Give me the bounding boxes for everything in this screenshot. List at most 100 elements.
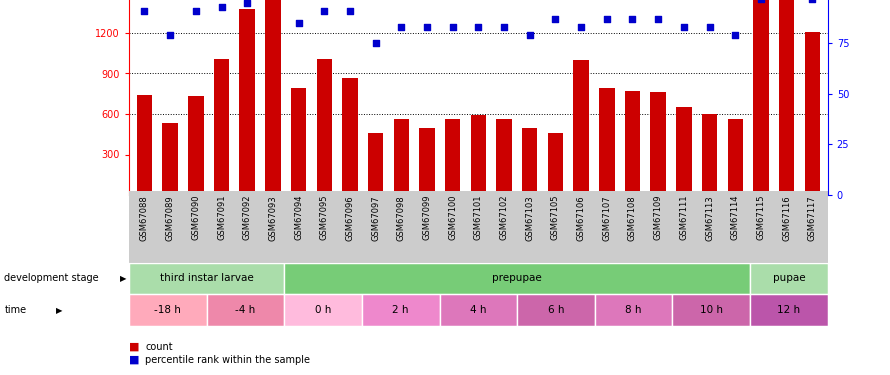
Text: GSM67107: GSM67107 — [603, 195, 611, 241]
Bar — [317, 58, 332, 195]
Bar — [206, 294, 284, 326]
Point — [651, 16, 666, 22]
Text: GSM67103: GSM67103 — [525, 195, 534, 241]
Bar — [750, 262, 828, 294]
Text: GSM67095: GSM67095 — [320, 195, 328, 240]
Bar — [673, 294, 750, 326]
Bar — [497, 119, 512, 195]
Bar — [291, 88, 306, 195]
Text: GSM67099: GSM67099 — [423, 195, 432, 240]
Point — [291, 20, 305, 26]
Point — [728, 32, 742, 38]
Point — [574, 24, 588, 30]
Text: GSM67111: GSM67111 — [679, 195, 688, 240]
Bar — [129, 294, 206, 326]
Text: GSM67100: GSM67100 — [449, 195, 457, 240]
Text: 8 h: 8 h — [626, 305, 642, 315]
Bar — [419, 128, 434, 195]
Bar — [284, 262, 750, 294]
Text: development stage: development stage — [4, 273, 99, 284]
Bar — [522, 128, 538, 195]
Bar — [188, 96, 204, 195]
Text: pupae: pupae — [773, 273, 805, 284]
Text: prepupae: prepupae — [492, 273, 542, 284]
Point — [446, 24, 460, 30]
Text: ▶: ▶ — [56, 306, 62, 315]
Text: 12 h: 12 h — [777, 305, 800, 315]
Text: GSM67089: GSM67089 — [166, 195, 174, 241]
Text: GSM67092: GSM67092 — [243, 195, 252, 240]
Text: GSM67116: GSM67116 — [782, 195, 791, 241]
Text: GSM67105: GSM67105 — [551, 195, 560, 240]
Point — [676, 24, 691, 30]
Point — [754, 0, 768, 2]
Bar — [595, 294, 673, 326]
Bar — [676, 107, 692, 195]
Point — [420, 24, 434, 30]
Bar — [129, 262, 284, 294]
Text: 10 h: 10 h — [700, 305, 723, 315]
Text: GSM67109: GSM67109 — [653, 195, 663, 240]
Point — [702, 24, 716, 30]
Text: percentile rank within the sample: percentile rank within the sample — [145, 355, 310, 365]
Bar — [727, 119, 743, 195]
Text: GSM67090: GSM67090 — [191, 195, 200, 240]
Text: GSM67098: GSM67098 — [397, 195, 406, 241]
Text: GSM67113: GSM67113 — [705, 195, 714, 241]
Text: ■: ■ — [129, 355, 140, 365]
Text: GSM67102: GSM67102 — [499, 195, 508, 240]
Bar — [779, 0, 794, 195]
Bar — [362, 294, 440, 326]
Bar — [214, 58, 230, 195]
Bar — [805, 32, 820, 195]
Text: GSM67091: GSM67091 — [217, 195, 226, 240]
Point — [189, 8, 203, 14]
Text: 4 h: 4 h — [470, 305, 487, 315]
Bar — [651, 92, 666, 195]
Bar — [573, 60, 589, 195]
Text: 2 h: 2 h — [392, 305, 409, 315]
Bar — [753, 0, 769, 195]
Point — [522, 32, 537, 38]
Bar — [750, 294, 828, 326]
Text: 0 h: 0 h — [315, 305, 331, 315]
Text: GSM67115: GSM67115 — [756, 195, 765, 240]
Text: GSM67096: GSM67096 — [345, 195, 354, 241]
Bar — [393, 119, 409, 195]
Bar — [471, 116, 486, 195]
Bar — [702, 114, 717, 195]
Bar — [547, 133, 563, 195]
Text: ▶: ▶ — [120, 274, 126, 283]
Text: GSM67114: GSM67114 — [731, 195, 740, 240]
Text: -18 h: -18 h — [155, 305, 182, 315]
Bar — [599, 88, 614, 195]
Bar — [625, 91, 640, 195]
Text: GSM67097: GSM67097 — [371, 195, 380, 241]
Bar — [265, 0, 280, 195]
Text: GSM67088: GSM67088 — [140, 195, 149, 241]
Point — [368, 40, 383, 46]
Text: count: count — [145, 342, 173, 352]
Point — [805, 0, 820, 2]
Point — [137, 8, 151, 14]
Bar — [445, 119, 460, 195]
Text: GSM67093: GSM67093 — [269, 195, 278, 241]
Point — [497, 24, 511, 30]
Bar — [284, 294, 362, 326]
Text: 6 h: 6 h — [547, 305, 564, 315]
Bar — [163, 123, 178, 195]
Text: GSM67108: GSM67108 — [628, 195, 637, 241]
Point — [600, 16, 614, 22]
Text: GSM67094: GSM67094 — [294, 195, 303, 240]
Point — [240, 0, 255, 6]
Bar — [368, 133, 384, 195]
Text: time: time — [4, 305, 27, 315]
Point — [472, 24, 486, 30]
Point — [394, 24, 409, 30]
Point — [626, 16, 640, 22]
Bar — [517, 294, 595, 326]
Point — [317, 8, 331, 14]
Bar — [343, 78, 358, 195]
Bar — [440, 294, 517, 326]
Text: ■: ■ — [129, 342, 140, 352]
